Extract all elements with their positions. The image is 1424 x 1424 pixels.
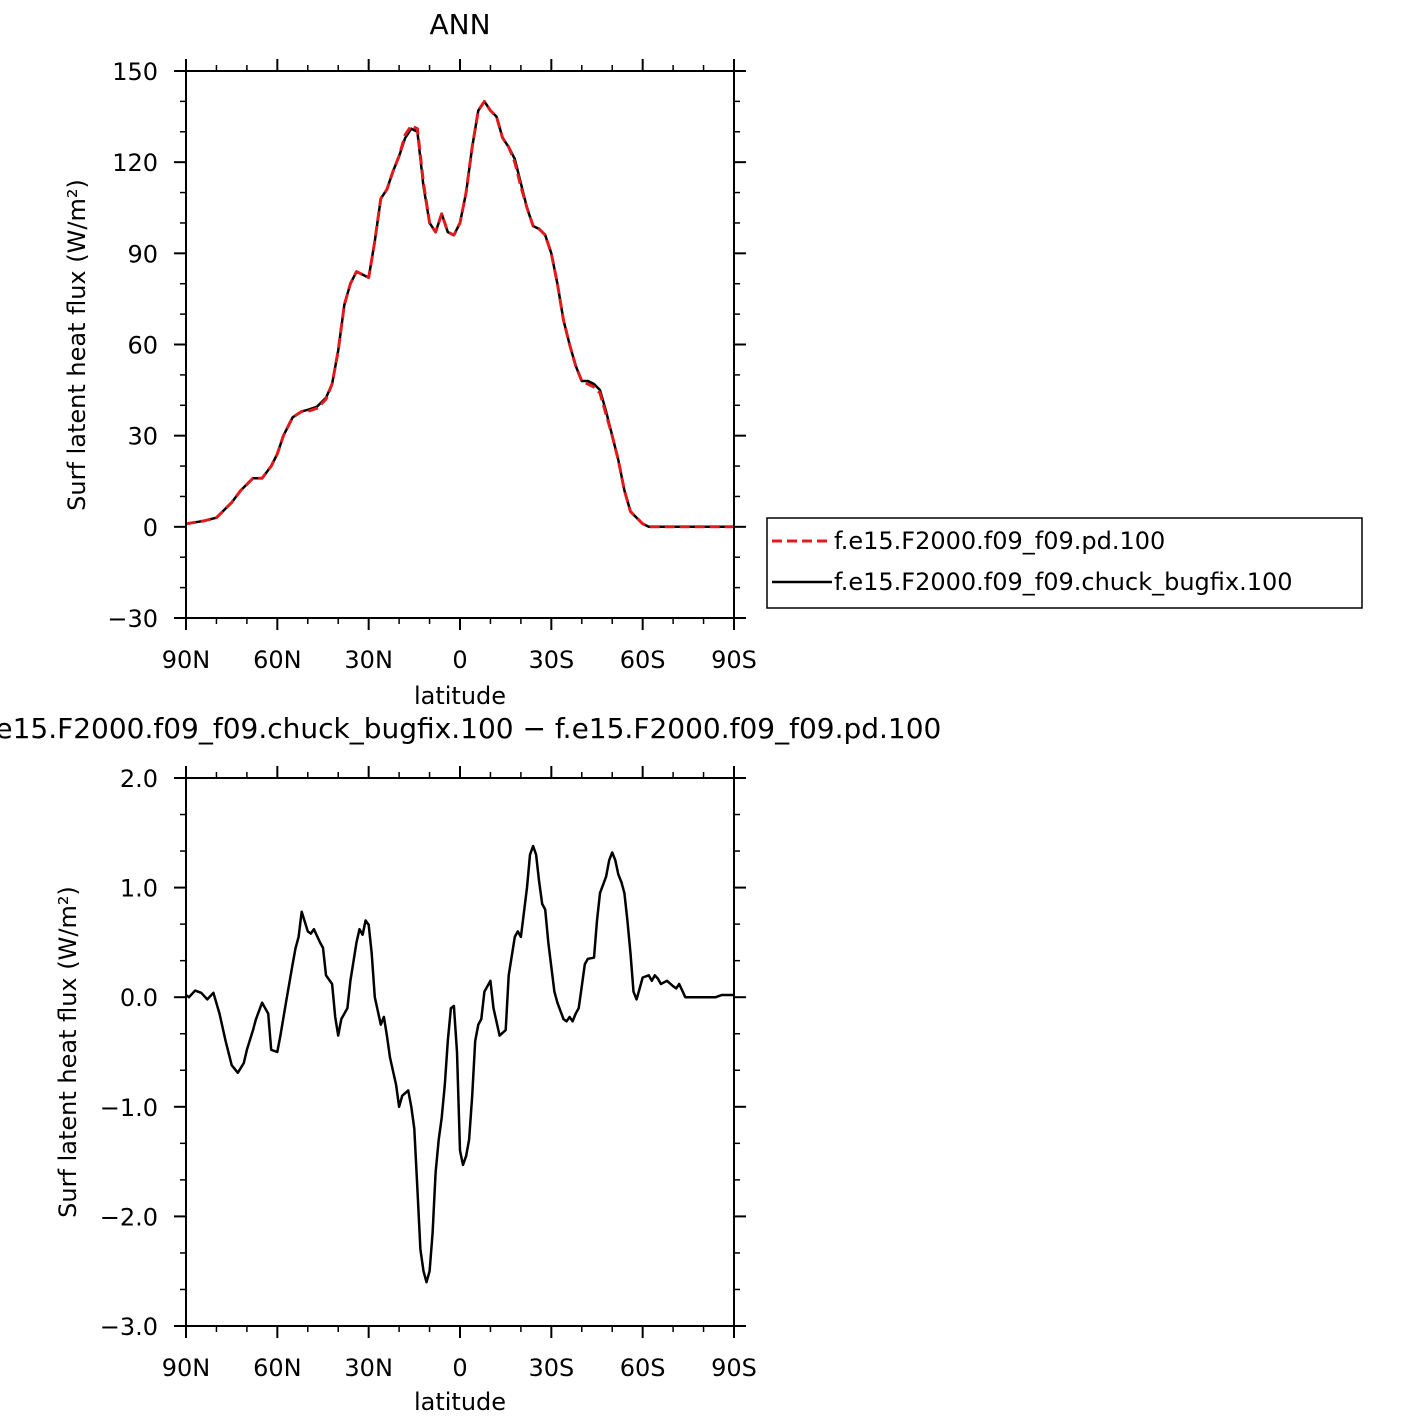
y-tick-label: 2.0 xyxy=(120,765,158,793)
x-tick-label: 90N xyxy=(162,1354,211,1382)
bottom-panel-series xyxy=(185,844,734,1284)
x-tick-label: 30N xyxy=(344,1354,393,1382)
series-line-0 xyxy=(185,99,734,529)
y-tick-label: 0 xyxy=(143,514,158,542)
y-tick-label: 0.0 xyxy=(120,984,158,1012)
bottom-panel-x-axis-label: latitude xyxy=(414,1388,506,1416)
y-tick-label: 30 xyxy=(127,423,158,451)
bottom-panel-title: f.e15.F2000.f09_f09.chuck_bugfix.100 − f… xyxy=(0,712,941,745)
legend: f.e15.F2000.f09_f09.pd.100 f.e15.F2000.f… xyxy=(766,517,1363,609)
y-tick-label: 150 xyxy=(112,58,158,86)
x-tick-label: 0 xyxy=(452,1354,467,1382)
legend-box xyxy=(766,517,1363,609)
bottom-panel: f.e15.F2000.f09_f09.chuck_bugfix.100 − f… xyxy=(0,712,941,1416)
top-panel-y-axis-label: Surf latent heat flux (W/m²) xyxy=(63,179,91,511)
x-tick-label: 90S xyxy=(711,1354,757,1382)
top-panel-ticks: −30 0 30 60 90 120 150 90N 60N 30N 0 30S 60S 90S xyxy=(107,58,757,674)
bottom-panel-ticks: −3.0 −2.0 −1.0 0.0 1.0 2.0 90N 60N 30N 0 30S 60S 90S xyxy=(100,765,757,1382)
top-panel: ANN latitude Surf latent heat flux (W/m²… xyxy=(63,8,757,710)
x-tick-label: 60N xyxy=(253,1354,302,1382)
y-tick-label: −30 xyxy=(107,605,158,633)
bottom-panel-y-axis-label: Surf latent heat flux (W/m²) xyxy=(54,886,82,1218)
y-tick-label: −1.0 xyxy=(100,1094,158,1122)
x-tick-label: 60N xyxy=(253,646,302,674)
y-tick-label: 1.0 xyxy=(120,875,158,903)
bottom-panel-plot-frame xyxy=(185,777,735,1327)
top-panel-plot-frame xyxy=(185,70,735,619)
legend-label-pd: f.e15.F2000.f09_f09.pd.100 xyxy=(834,527,1165,555)
y-tick-label: −3.0 xyxy=(100,1313,158,1341)
y-tick-label: −2.0 xyxy=(100,1203,158,1231)
x-tick-label: 30S xyxy=(528,1354,574,1382)
series-line-1 xyxy=(185,100,734,529)
x-tick-label: 90S xyxy=(711,646,757,674)
x-tick-label: 60S xyxy=(620,1354,666,1382)
top-panel-title: ANN xyxy=(429,8,490,41)
top-panel-x-axis-label: latitude xyxy=(414,682,506,710)
x-tick-label: 90N xyxy=(162,646,211,674)
top-panel-series xyxy=(185,99,734,529)
y-tick-label: 60 xyxy=(127,332,158,360)
x-tick-label: 30N xyxy=(344,646,393,674)
y-tick-label: 120 xyxy=(112,149,158,177)
x-tick-label: 30S xyxy=(528,646,574,674)
x-tick-label: 0 xyxy=(452,646,467,674)
series-line-0 xyxy=(185,844,734,1284)
y-tick-label: 90 xyxy=(127,240,158,268)
legend-label-chuck-bugfix: f.e15.F2000.f09_f09.chuck_bugfix.100 xyxy=(834,568,1293,596)
x-tick-label: 60S xyxy=(620,646,666,674)
